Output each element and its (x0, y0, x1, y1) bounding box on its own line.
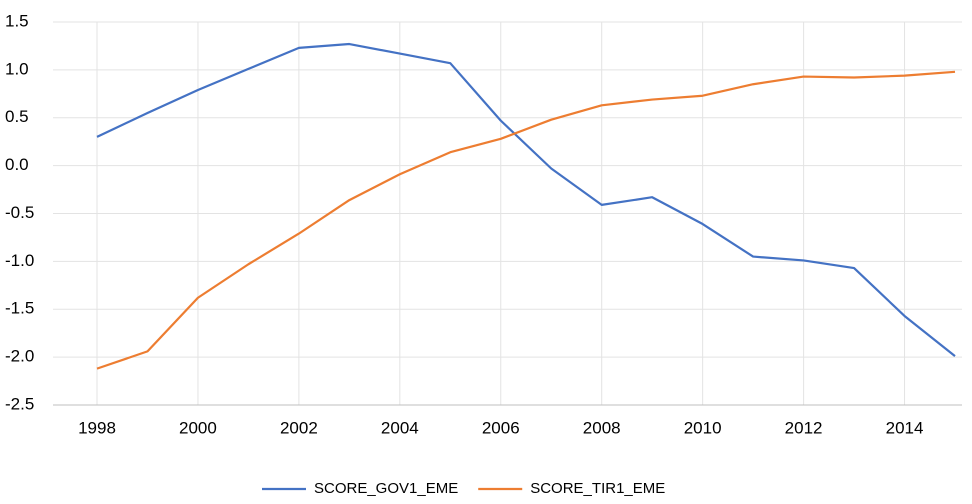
series-line (96, 42, 956, 358)
x-tick-label: 2012 (785, 418, 823, 437)
y-tick-label: -0.5 (5, 203, 34, 222)
y-tick-label: -2.0 (5, 347, 34, 366)
x-tick-label: 2010 (684, 418, 722, 437)
x-tick-label: 2008 (583, 418, 621, 437)
y-tick-label: 0.5 (5, 107, 29, 126)
x-tick-label: 1998 (78, 418, 116, 437)
y-tick-label: 0.0 (5, 155, 29, 174)
x-tick-label: 2006 (482, 418, 520, 437)
y-tick-label: -1.5 (5, 299, 34, 318)
legend-label: SCORE_TIR1_EME (530, 480, 665, 497)
y-tick-label: 1.5 (5, 11, 29, 30)
x-tick-label: 2014 (886, 418, 924, 437)
x-tick-label: 2000 (179, 418, 217, 437)
x-tick-label: 2004 (381, 418, 419, 437)
y-tick-label: -2.5 (5, 394, 34, 413)
y-tick-label: 1.0 (5, 59, 29, 78)
x-tick-label: 2002 (280, 418, 318, 437)
series-line (96, 70, 956, 370)
legend-label: SCORE_GOV1_EME (314, 480, 458, 497)
y-tick-label: -1.0 (5, 251, 34, 270)
